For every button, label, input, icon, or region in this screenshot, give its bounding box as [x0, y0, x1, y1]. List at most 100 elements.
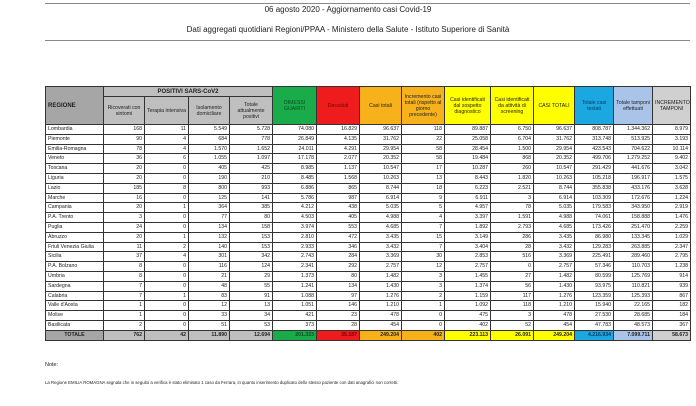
- value-cell: 17.178: [272, 153, 318, 165]
- table-row: Umbria 8 0 21 29 1.373 80 1.482 3 1.455 27 1.482 80.…: [45, 270, 692, 282]
- value-cell: 223.113: [444, 329, 492, 342]
- value-cell: 7: [103, 290, 145, 302]
- value-cell: 7: [401, 221, 446, 233]
- value-cell: 80.599: [574, 270, 615, 282]
- value-cell: 472: [316, 231, 361, 243]
- value-cell: 4.988: [533, 212, 576, 223]
- value-cell: 2: [401, 290, 446, 302]
- value-cell: 2: [144, 241, 189, 253]
- value-cell: 20.352: [359, 153, 403, 165]
- value-cell: 1.455: [444, 270, 492, 282]
- value-cell: 4.988: [359, 212, 403, 223]
- value-cell: 284: [316, 251, 361, 263]
- value-cell: 1.241: [272, 280, 318, 292]
- header-casi-totali-2: CASI TOTALI: [533, 86, 576, 125]
- value-cell: 1.500: [490, 143, 535, 155]
- value-cell: 1.652: [228, 143, 274, 155]
- divider: [45, 40, 690, 41]
- region-cell: Campania: [45, 202, 104, 214]
- value-cell: 12: [401, 261, 446, 272]
- value-cell: 185: [103, 182, 145, 194]
- value-cell: 355.838: [574, 182, 615, 194]
- value-cell: 513.925: [613, 133, 654, 145]
- value-cell: 123.359: [574, 290, 615, 302]
- value-cell: 1.482: [533, 270, 576, 282]
- value-cell: 2.341: [272, 261, 318, 272]
- value-cell: 12: [188, 300, 230, 312]
- value-cell: 2.757: [533, 261, 576, 272]
- value-cell: 190: [188, 172, 230, 184]
- value-cell: 51: [188, 319, 230, 331]
- value-cell: 364: [188, 202, 230, 214]
- value-cell: 25.058: [444, 133, 492, 145]
- value-cell: 8.744: [533, 182, 576, 194]
- value-cell: 118: [401, 124, 446, 135]
- value-cell: 93.975: [574, 280, 615, 292]
- value-cell: 1.575: [652, 172, 692, 184]
- value-cell: 3.042: [652, 163, 692, 174]
- header-ricoverati: Ricoverati con sintomi: [103, 96, 145, 125]
- value-cell: 553: [316, 221, 361, 233]
- value-cell: 289.460: [613, 251, 654, 263]
- region-cell: TOTALE: [45, 329, 104, 342]
- value-cell: 8.985: [272, 163, 318, 174]
- table-row: Liguria 20 0 190 210 8.485 1.568 10.263 13 8.443 1…: [45, 172, 692, 184]
- value-cell: 2.521: [490, 182, 535, 194]
- value-cell: 8: [103, 261, 145, 272]
- value-cell: 12.694: [228, 329, 274, 342]
- table-row: Valle d'Aosta 1 0 12 13 1.051 146 1.210 1 1.092 11…: [45, 300, 692, 312]
- value-cell: 1: [144, 290, 189, 302]
- value-cell: 4: [144, 143, 189, 155]
- value-cell: 184: [652, 310, 692, 321]
- value-cell: 1.055: [188, 153, 230, 165]
- header-screening: Casi identificati da attività di screeni…: [490, 86, 535, 125]
- value-cell: 402: [401, 329, 446, 342]
- value-cell: 1.482: [359, 270, 403, 282]
- value-cell: 28: [316, 319, 361, 331]
- value-cell: 10.263: [359, 172, 403, 184]
- value-cell: 1.088: [272, 290, 318, 302]
- value-cell: 7: [103, 280, 145, 292]
- value-cell: 24.011: [272, 143, 318, 155]
- value-cell: 90: [103, 133, 145, 145]
- value-cell: 425: [228, 163, 274, 174]
- value-cell: 808.787: [574, 124, 615, 135]
- table-row: Lazio 185 8 800 993 6.886 865 8.744 18 6.223 2.521…: [45, 182, 692, 194]
- region-cell: Molise: [45, 310, 104, 321]
- value-cell: 454: [359, 319, 403, 331]
- value-cell: 6.911: [444, 192, 492, 204]
- value-cell: 1.029: [652, 231, 692, 243]
- value-cell: 1: [103, 310, 145, 321]
- value-cell: 10.547: [533, 163, 576, 174]
- region-cell: P.A. Bolzano: [45, 261, 104, 272]
- value-cell: 47.783: [574, 319, 615, 331]
- value-cell: 6.223: [444, 182, 492, 194]
- value-cell: 0: [144, 163, 189, 174]
- value-cell: 55: [228, 280, 274, 292]
- value-cell: 367: [652, 319, 692, 331]
- table-row: Abruzzo 20 1 132 153 2.810 472 3.435 15 3.149 286 3…: [45, 231, 692, 243]
- value-cell: 31.762: [359, 133, 403, 145]
- value-cell: 373: [272, 319, 318, 331]
- value-cell: 1.591: [490, 212, 535, 223]
- value-cell: 0: [401, 319, 446, 331]
- table-row: Piemonte 90 4 684 778 26.849 4.135 31.762 22 25.0…: [45, 133, 692, 145]
- value-cell: 11: [103, 241, 145, 253]
- value-cell: 15: [401, 231, 446, 243]
- value-cell: 0: [144, 270, 189, 282]
- header-regione: REGIONE: [45, 86, 104, 125]
- value-cell: 762: [103, 329, 145, 342]
- value-cell: 1.276: [533, 290, 576, 302]
- value-cell: 179.583: [574, 202, 615, 214]
- value-cell: 19.484: [444, 153, 492, 165]
- value-cell: 3.435: [533, 231, 576, 243]
- value-cell: 74.080: [272, 124, 318, 135]
- region-cell: Lazio: [45, 182, 104, 194]
- table-row: Calabria 7 1 83 91 1.088 97 1.276 2 1.159 117 1.276…: [45, 290, 692, 302]
- value-cell: 2.795: [652, 251, 692, 263]
- value-cell: 124: [228, 261, 274, 272]
- table-row: Marche 16 0 125 141 5.786 987 6.914 9 6.911 3 6.914…: [45, 192, 692, 204]
- value-cell: 116: [188, 261, 230, 272]
- value-cell: 125.769: [613, 270, 654, 282]
- value-cell: 153: [228, 241, 274, 253]
